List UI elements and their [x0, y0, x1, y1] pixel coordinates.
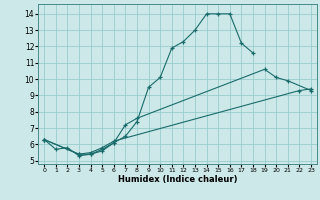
X-axis label: Humidex (Indice chaleur): Humidex (Indice chaleur)	[118, 175, 237, 184]
